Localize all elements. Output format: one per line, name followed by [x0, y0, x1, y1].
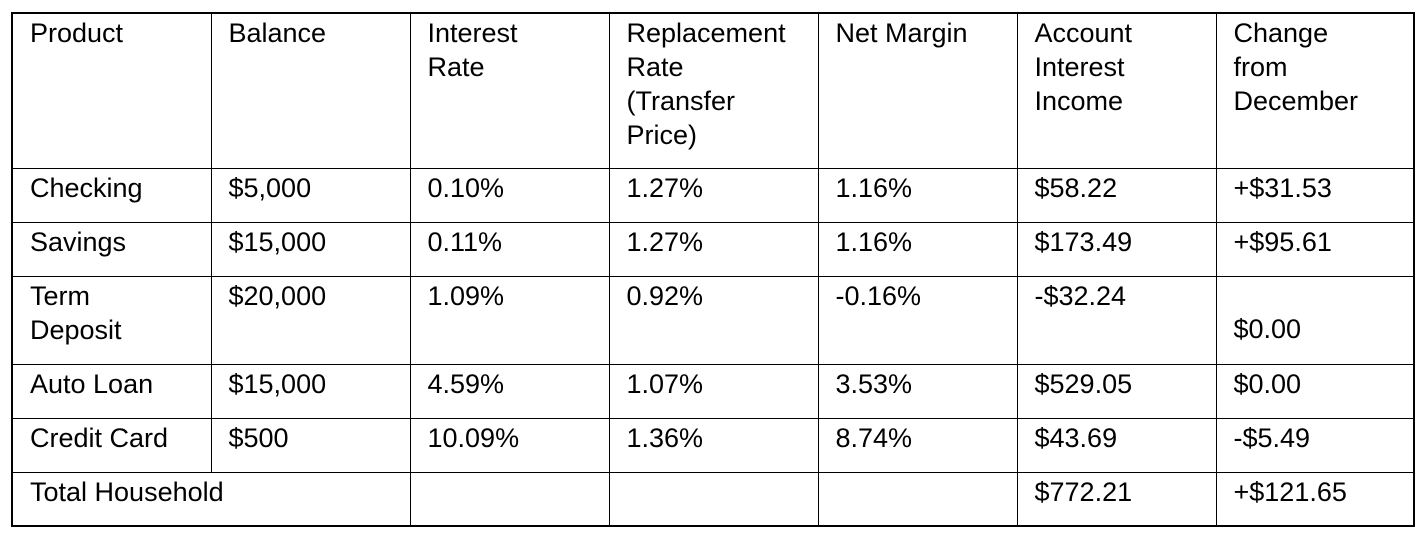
cell-change: +$31.53: [1215, 167, 1415, 223]
header-interest-rate: Interest Rate: [409, 12, 610, 169]
cell-balance: $15,000: [210, 221, 411, 277]
total-interest-income: $772.21: [1016, 471, 1217, 527]
cell-interest-income: $529.05: [1016, 363, 1217, 419]
cell-net-margin: 1.16%: [817, 167, 1018, 223]
cell-interest-income: -$32.24: [1016, 275, 1217, 365]
cell-balance: $500: [210, 417, 411, 473]
cell-balance: $5,000: [210, 167, 411, 223]
total-change: +$121.65: [1215, 471, 1415, 527]
cell-replacement-rate: 1.36%: [608, 417, 819, 473]
cell-interest-rate: 10.09%: [409, 417, 610, 473]
header-change-from-december: Change from December: [1215, 12, 1415, 169]
cell-replacement-rate: 1.07%: [608, 363, 819, 419]
header-account-interest-income: Account Interest Income: [1016, 12, 1217, 169]
cell-net-margin: 1.16%: [817, 221, 1018, 277]
total-label: Total Household: [11, 471, 411, 527]
cell-balance: $20,000: [210, 275, 411, 365]
cell-product: Term Deposit: [11, 275, 212, 365]
cell-net-margin: -0.16%: [817, 275, 1018, 365]
cell-interest-income: $43.69: [1016, 417, 1217, 473]
financial-summary-table: Product Balance Interest Rate Replacemen…: [11, 12, 1415, 527]
cell-interest-rate: 0.11%: [409, 221, 610, 277]
cell-net-margin: 3.53%: [817, 363, 1018, 419]
header-product: Product: [11, 12, 212, 169]
cell-product: Savings: [11, 221, 212, 277]
cell-net-margin: 8.74%: [817, 417, 1018, 473]
cell-change: $0.00: [1215, 275, 1415, 365]
header-net-margin: Net Margin: [817, 12, 1018, 169]
cell-interest-rate: 1.09%: [409, 275, 610, 365]
cell-interest-rate: 0.10%: [409, 167, 610, 223]
table-header-row: Product Balance Interest Rate Replacemen…: [11, 12, 1415, 169]
table-row: Term Deposit $20,000 1.09% 0.92% -0.16% …: [11, 275, 1415, 365]
cell-interest-rate: 4.59%: [409, 363, 610, 419]
table-row: Savings $15,000 0.11% 1.27% 1.16% $173.4…: [11, 221, 1415, 277]
total-empty-cell: [409, 471, 610, 527]
header-balance: Balance: [210, 12, 411, 169]
total-empty-cell: [817, 471, 1018, 527]
cell-replacement-rate: 0.92%: [608, 275, 819, 365]
table-row: Checking $5,000 0.10% 1.27% 1.16% $58.22…: [11, 167, 1415, 223]
cell-change: -$5.49: [1215, 417, 1415, 473]
cell-product: Credit Card: [11, 417, 212, 473]
cell-change: +$95.61: [1215, 221, 1415, 277]
cell-interest-income: $58.22: [1016, 167, 1217, 223]
cell-replacement-rate: 1.27%: [608, 167, 819, 223]
cell-change: $0.00: [1215, 363, 1415, 419]
header-replacement-rate: Replacement Rate (Transfer Price): [608, 12, 819, 169]
table-row: Credit Card $500 10.09% 1.36% 8.74% $43.…: [11, 417, 1415, 473]
cell-product: Checking: [11, 167, 212, 223]
cell-balance: $15,000: [210, 363, 411, 419]
cell-product: Auto Loan: [11, 363, 212, 419]
cell-replacement-rate: 1.27%: [608, 221, 819, 277]
cell-interest-income: $173.49: [1016, 221, 1217, 277]
table-row: Auto Loan $15,000 4.59% 1.07% 3.53% $529…: [11, 363, 1415, 419]
total-empty-cell: [608, 471, 819, 527]
table-total-row: Total Household $772.21 +$121.65: [11, 471, 1415, 527]
